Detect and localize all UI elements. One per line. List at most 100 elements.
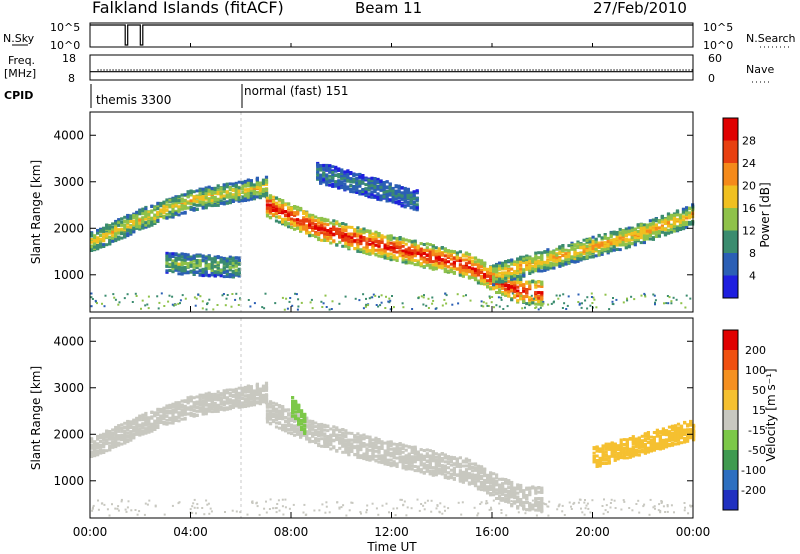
power-echo-2092 (537, 291, 541, 294)
power-echo-3835 (406, 189, 410, 193)
power-echo-2854 (648, 219, 652, 223)
velocity-echo-668 (231, 388, 235, 392)
power-echo-2760 (630, 242, 634, 246)
power-echo-180 (126, 220, 130, 224)
power-echo-915 (284, 218, 288, 221)
power-echo-668 (231, 182, 235, 186)
velocity-echo-782 (255, 392, 259, 396)
velocity-echo-586 (213, 409, 217, 413)
power-echo-3023 (685, 212, 689, 216)
power-echo-2295 (528, 256, 532, 260)
power-echo-1353 (377, 248, 381, 252)
power-echo-3595 (355, 188, 359, 192)
power-echo-1498 (410, 258, 414, 262)
power-echo-1968 (510, 285, 514, 289)
power-echo-2424 (558, 261, 562, 265)
power-echo-3321 (222, 262, 226, 266)
power-echo-3947 (235, 292, 238, 295)
power-echo-3113 (177, 253, 181, 257)
power-echo-2624 (600, 252, 604, 256)
power-echo-1535 (416, 263, 420, 267)
power-echo-3078 (168, 269, 172, 272)
power-echo-2374 (546, 248, 550, 252)
power-echo-494 (195, 189, 199, 193)
power-echo-767 (252, 183, 256, 187)
power-echo-2364 (543, 260, 547, 264)
power-echo-1285 (362, 250, 366, 254)
power-echo-2392 (549, 264, 553, 268)
power-echo-612 (219, 195, 223, 199)
power-echo-3694 (376, 178, 380, 182)
power-echo-851 (268, 199, 273, 203)
power-echo-348 (162, 204, 166, 208)
power-echo-3900 (593, 298, 596, 301)
power-echo-2764 (630, 226, 634, 230)
power-echo-4029 (608, 308, 611, 311)
power-echo-4048 (425, 304, 428, 307)
velocity-echo-712 (240, 387, 244, 391)
power-echo-2867 (651, 222, 655, 226)
velocity-echo-656 (228, 406, 232, 410)
power-echo-833 (265, 196, 270, 200)
power-echo-2202 (510, 274, 514, 278)
power-echo-4100 (611, 303, 614, 305)
power-echo-3748 (388, 189, 392, 193)
power-echo-3568 (349, 177, 353, 181)
power-echo-1795 (473, 271, 478, 275)
power-echo-2052 (528, 297, 532, 301)
power-echo-1070 (317, 238, 321, 242)
power-echo-3181 (192, 268, 196, 272)
power-echo-947 (290, 210, 294, 214)
power-echo-1608 (431, 263, 435, 267)
power-echo-3097 (174, 268, 178, 272)
power-echo-3978 (392, 306, 395, 309)
velocity-echo-266 (147, 428, 151, 432)
power-echo-21 (93, 239, 97, 242)
power-echo-1265 (359, 237, 363, 241)
velocity-echo-169 (126, 440, 130, 444)
power-echo-1775 (467, 268, 472, 272)
power-echo-2137 (495, 277, 499, 281)
velocity-echo-553 (207, 393, 211, 397)
power-echo-1044 (311, 233, 315, 237)
power-echo-2398 (552, 253, 556, 257)
power-echo-720 (243, 182, 247, 186)
power-echo-559 (207, 192, 211, 196)
power-echo-1018 (305, 224, 309, 228)
power-echo-3930 (511, 292, 514, 295)
velocity-echo-4 (90, 444, 94, 447)
power-echo-711 (240, 187, 244, 191)
power-echo-3883 (644, 294, 646, 297)
velocity-echo-90 (108, 437, 112, 441)
power-echo-1684 (449, 262, 453, 266)
power-echo-1578 (425, 261, 429, 265)
power-echo-3455 (325, 177, 329, 181)
velocity-echo-655 (228, 404, 232, 408)
power-echo-1027 (308, 213, 312, 217)
power-echo-473 (189, 201, 193, 205)
power-echo-3385 (234, 272, 238, 276)
velocity-echo-335 (159, 410, 163, 414)
power-echo-3200 (195, 264, 199, 268)
power-echo-3204 (195, 271, 199, 274)
power-echo-1455 (398, 246, 402, 250)
power-echo-1636 (437, 257, 441, 261)
power-echo-886 (277, 198, 282, 202)
power-echo-35 (96, 246, 100, 250)
power-echo-3168 (189, 255, 193, 259)
velocity-echo-512 (198, 397, 202, 401)
power-echo-3552 (346, 175, 350, 179)
power-echo-4137 (590, 292, 593, 295)
velocity-echo-348 (162, 410, 166, 414)
power-echo-2553 (585, 247, 589, 251)
power-echo-2071 (531, 280, 535, 283)
power-echo-2288 (528, 268, 532, 272)
power-echo-4102 (247, 299, 250, 301)
power-echo-1030 (308, 217, 312, 221)
velocity-echo-218 (135, 416, 139, 420)
power-echo-3255 (207, 273, 211, 277)
power-echo-1533 (416, 252, 420, 255)
power-echo-4037 (530, 294, 533, 297)
velocity-echo-262 (144, 416, 148, 420)
